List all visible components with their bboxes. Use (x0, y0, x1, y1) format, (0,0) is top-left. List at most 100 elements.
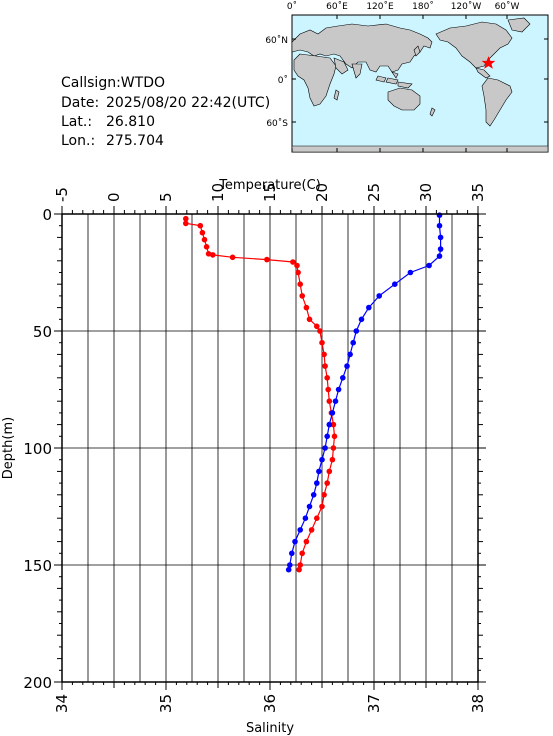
series-point (303, 304, 310, 311)
salinity-tick-label: 38 (469, 694, 487, 713)
salinity-tick-label: 34 (53, 694, 71, 713)
callsign-value: WTDO (121, 75, 165, 91)
series-point (426, 262, 432, 269)
depth-tick-label: 150 (23, 557, 52, 575)
series-point (332, 398, 339, 405)
temperature-tick-label: 10 (209, 183, 227, 202)
map-frame-ticks (291, 15, 548, 152)
callsign-label: Callsign: (61, 75, 121, 91)
map-lon-tick: 60˚W (495, 1, 520, 12)
series-point (310, 492, 317, 498)
depth-tick-label: 100 (23, 440, 52, 458)
series-point (290, 259, 296, 265)
se-asia-islands (375, 71, 399, 85)
eurasia-landmass (291, 23, 433, 73)
series-point (210, 252, 216, 258)
temperature-axis-label: Temperature(C) (218, 178, 321, 193)
series-point (324, 375, 331, 381)
series-point (289, 550, 295, 557)
plot-series (183, 212, 444, 573)
series-point (308, 527, 315, 533)
series-point (229, 254, 236, 261)
map-lat-tick: 0˚ (278, 75, 288, 86)
madagascar (333, 89, 340, 101)
arabia (333, 57, 349, 75)
station-marker-icon (481, 56, 496, 69)
lat-label: Lat.: (61, 114, 92, 130)
series-point (287, 562, 293, 568)
map-land (291, 17, 549, 153)
date-value: 2025/08/20 22:42(UTC) (106, 95, 270, 111)
series-point (330, 445, 337, 451)
series-point (436, 253, 443, 259)
south-america (481, 77, 513, 127)
series-point (302, 515, 309, 521)
temperature-tick-label: 30 (417, 183, 435, 202)
series-point (296, 566, 302, 573)
temperature-tick-label: 35 (469, 183, 487, 202)
world-map: 0˚ 60˚E 120˚E 180˚ 120˚W 60˚W 60˚N 0˚ 60… (265, 1, 549, 153)
series-point (264, 256, 270, 263)
plot-grid (62, 214, 478, 682)
temperature-tick-label: -5 (53, 187, 71, 202)
series-point (436, 222, 443, 229)
series-point (285, 566, 292, 573)
series-point (329, 410, 336, 416)
series-point (299, 550, 306, 557)
japan (413, 45, 421, 57)
series-point (314, 323, 320, 330)
depth-axis-label: Depth(m) (1, 417, 16, 479)
salinity-tick-label: 35 (157, 694, 175, 713)
series-point (317, 328, 323, 334)
lon-label: Lon.: (61, 133, 95, 149)
series-point (319, 456, 325, 463)
series-point (376, 293, 383, 299)
map-lat-tick: 60˚S (266, 118, 288, 129)
series-point (316, 468, 322, 475)
series-point (306, 316, 313, 323)
central-america (475, 67, 491, 79)
series-point (201, 236, 208, 243)
temperature-tick-label: 5 (157, 192, 175, 202)
antarctica (291, 145, 549, 153)
series-point (322, 445, 328, 451)
new-zealand (429, 107, 436, 117)
series-point (294, 262, 300, 269)
series-point (321, 351, 327, 358)
plot-frame (61, 213, 479, 683)
depth-tick-label: 200 (23, 674, 52, 692)
salinity-tick-label: 37 (365, 694, 383, 713)
map-lon-tick: 120˚W (451, 1, 482, 12)
series-point (295, 269, 301, 276)
australia (387, 87, 421, 111)
temperature-tick-label: 0 (105, 192, 123, 202)
series-point (297, 281, 304, 288)
depth-tick-label: 50 (33, 323, 52, 341)
series-point (299, 293, 306, 299)
series-point (347, 351, 353, 358)
lat-value: 26.810 (106, 114, 155, 130)
series-point (353, 328, 360, 334)
date-label: Date: (61, 95, 99, 111)
series-point (183, 220, 189, 227)
svg-text:Callsign:WTDO: Callsign:WTDO (61, 75, 165, 91)
series-point (350, 339, 357, 346)
series-point (314, 480, 320, 486)
series-point (335, 386, 342, 393)
series-point (297, 562, 304, 568)
series-point (324, 433, 331, 440)
series-point (331, 433, 338, 440)
series-point (344, 363, 350, 369)
series-point (366, 304, 372, 311)
series-point (326, 421, 333, 428)
series-point (203, 244, 210, 250)
series-point (436, 212, 443, 218)
series-point (326, 468, 333, 475)
series-point (407, 269, 414, 276)
series-point (322, 363, 328, 369)
series-point (314, 515, 320, 521)
series-point (306, 503, 313, 510)
series-point (321, 492, 327, 498)
